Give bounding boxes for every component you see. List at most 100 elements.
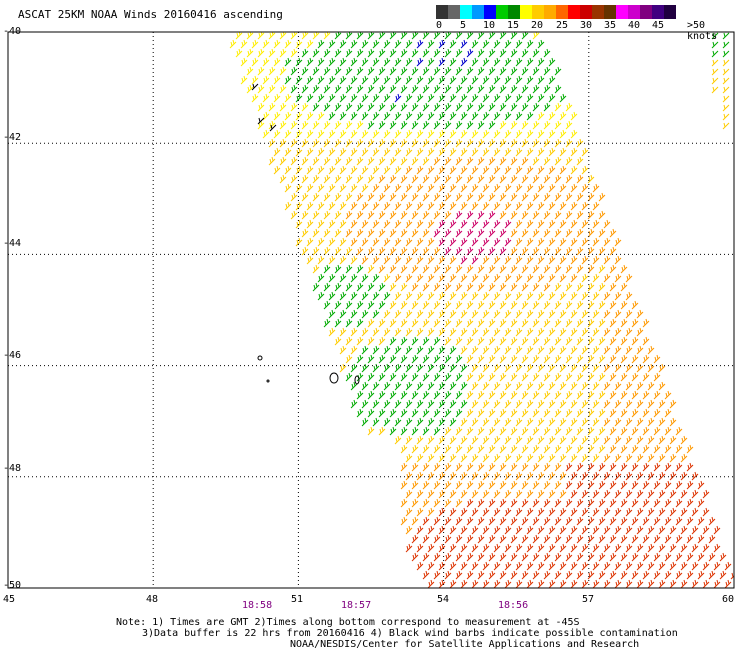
wind-barb	[543, 102, 551, 112]
wind-barb	[339, 309, 347, 319]
wind-barb	[455, 264, 463, 274]
wind-barb	[477, 138, 485, 148]
wind-barb	[444, 372, 452, 382]
wind-barb	[433, 570, 441, 580]
wind-barb	[246, 84, 254, 94]
wind-barb	[526, 183, 534, 193]
wind-barb	[361, 111, 369, 121]
wind-barb	[548, 291, 556, 301]
wind-barb	[422, 174, 430, 184]
wind-barb	[532, 552, 540, 562]
wind-barb	[433, 228, 441, 238]
wind-barb	[570, 165, 578, 175]
wind-barb	[570, 381, 578, 391]
wind-barb	[312, 192, 320, 202]
wind-barb	[427, 129, 435, 139]
wind-barb	[625, 507, 633, 517]
scale-swatch	[484, 5, 496, 19]
wind-barb	[537, 327, 545, 337]
wind-barb	[526, 201, 534, 211]
wind-barb	[598, 264, 606, 274]
wind-barb	[460, 93, 468, 103]
wind-barb	[427, 255, 435, 265]
wind-barb	[504, 75, 512, 85]
wind-barb	[449, 489, 457, 499]
wind-barb	[554, 192, 562, 202]
wind-barb	[400, 156, 408, 166]
wind-barb	[598, 570, 606, 580]
wind-barb	[411, 84, 419, 94]
wind-barb	[614, 471, 622, 481]
scale-tick-label: 35	[604, 20, 617, 31]
wind-barb	[570, 417, 578, 427]
wind-barb	[306, 93, 314, 103]
wind-barb	[625, 543, 633, 553]
wind-barb	[565, 192, 573, 202]
wind-barb	[444, 138, 452, 148]
wind-barb	[697, 534, 705, 544]
wind-barb	[570, 399, 578, 409]
wind-barb	[372, 39, 380, 49]
wind-barb	[433, 318, 441, 328]
wind-barb	[466, 48, 474, 58]
wind-barb	[603, 579, 611, 588]
wind-barb	[554, 462, 562, 472]
wind-barb	[515, 93, 523, 103]
wind-barb	[350, 183, 358, 193]
wind-barb	[647, 453, 655, 463]
wind-barb	[625, 471, 633, 481]
wind-barb	[422, 552, 430, 562]
wind-barb	[411, 246, 419, 256]
wind-barb	[477, 210, 485, 220]
wind-barb	[711, 86, 719, 94]
wind-barb	[510, 120, 518, 130]
latitude-label: -48	[3, 463, 22, 474]
wind-barb	[658, 579, 666, 588]
longitude-label: 48	[146, 594, 159, 605]
wind-barb	[548, 309, 556, 319]
wind-barb	[554, 390, 562, 400]
wind-barb	[625, 273, 633, 283]
wind-barb	[504, 111, 512, 121]
scale-swatch	[568, 5, 580, 19]
wind-barb	[510, 32, 518, 40]
wind-barb	[361, 255, 369, 265]
wind-barb	[433, 120, 441, 130]
wind-barb	[290, 84, 298, 94]
wind-barb	[449, 579, 457, 588]
wind-barb	[636, 471, 644, 481]
wind-barb	[444, 336, 452, 346]
wind-barb	[400, 498, 408, 508]
wind-barb	[394, 435, 402, 445]
wind-barb	[411, 192, 419, 202]
wind-barb	[389, 210, 397, 220]
wind-barb	[477, 282, 485, 292]
wind-barb	[416, 435, 424, 445]
wind-barb	[598, 192, 606, 202]
wind-barb	[658, 543, 666, 553]
wind-barb	[279, 84, 287, 94]
wind-barb	[317, 255, 325, 265]
wind-barb	[405, 543, 413, 553]
wind-barb	[416, 147, 424, 157]
wind-barb	[488, 210, 496, 220]
wind-barb	[548, 201, 556, 211]
longitude-label: 54	[437, 594, 450, 605]
wind-barb	[548, 327, 556, 337]
wind-barb	[323, 264, 331, 274]
wind-barb	[504, 453, 512, 463]
wind-barb	[405, 183, 413, 193]
wind-barb	[367, 84, 375, 94]
wind-barb	[229, 39, 237, 49]
wind-barb	[466, 372, 474, 382]
wind-barb	[614, 561, 622, 571]
wind-barb	[559, 381, 567, 391]
wind-barb	[449, 543, 457, 553]
wind-barb	[537, 129, 545, 139]
wind-barb	[449, 57, 457, 67]
wind-barb	[647, 525, 655, 535]
wind-barb	[367, 120, 375, 130]
wind-speed-scale	[436, 5, 676, 19]
wind-barb	[422, 444, 430, 454]
wind-barb	[323, 84, 331, 94]
